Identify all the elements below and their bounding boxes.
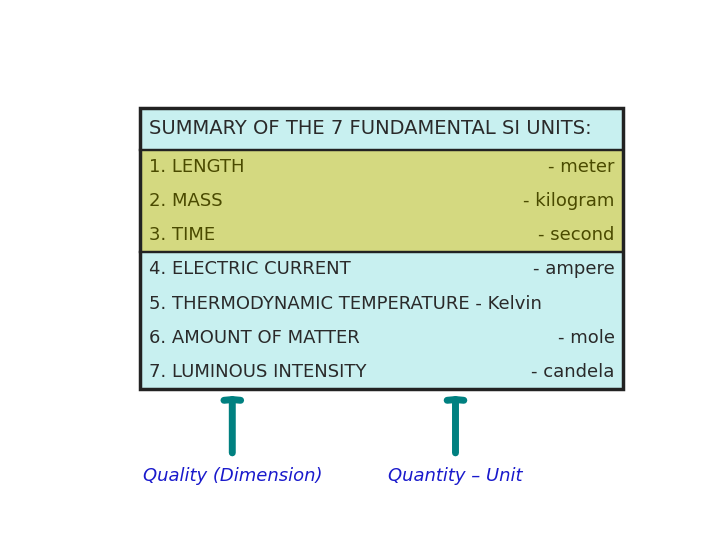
Text: - ampere: - ampere [533,260,615,278]
Text: - candela: - candela [531,363,615,381]
Text: SUMMARY OF THE 7 FUNDAMENTAL SI UNITS:: SUMMARY OF THE 7 FUNDAMENTAL SI UNITS: [148,119,591,138]
Text: 6. AMOUNT OF MATTER: 6. AMOUNT OF MATTER [148,329,359,347]
Text: 4. ELECTRIC CURRENT: 4. ELECTRIC CURRENT [148,260,351,278]
Text: - meter: - meter [548,158,615,176]
Bar [140,252,623,389]
Text: 7. LUMINOUS INTENSITY: 7. LUMINOUS INTENSITY [148,363,366,381]
Text: Quantity – Unit: Quantity – Unit [388,468,523,485]
Text: 5. THERMODYNAMIC TEMPERATURE - Kelvin: 5. THERMODYNAMIC TEMPERATURE - Kelvin [148,294,541,313]
Bar [140,109,623,150]
Text: Quality (Dimension): Quality (Dimension) [143,468,322,485]
Text: 1. LENGTH: 1. LENGTH [148,158,244,176]
Text: 3. TIME: 3. TIME [148,226,215,244]
Bar [140,150,623,252]
Text: - second: - second [538,226,615,244]
Text: - kilogram: - kilogram [523,192,615,210]
Text: 2. MASS: 2. MASS [148,192,222,210]
Bar [140,109,623,389]
Text: - mole: - mole [557,329,615,347]
